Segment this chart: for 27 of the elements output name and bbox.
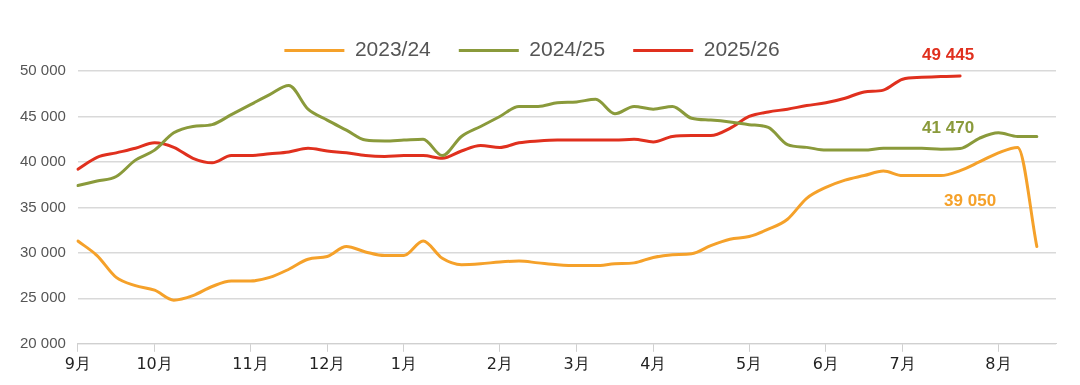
- y-tick-label: 45 000: [19, 106, 66, 124]
- y-tick-label: 25 000: [19, 288, 66, 306]
- legend-label: 2025/26: [703, 37, 780, 61]
- x-tick-label: 3月: [563, 353, 590, 373]
- x-tick-label: 12月: [309, 353, 346, 373]
- annotation: 49 445: [922, 45, 975, 65]
- y-tick-label: 50 000: [19, 61, 66, 79]
- y-tick-label: 40 000: [19, 152, 66, 170]
- legend-label: 2024/25: [529, 37, 606, 61]
- x-tick-label: 9月: [64, 353, 91, 373]
- line-series: [76, 84, 1039, 188]
- x-tick-label: 11月: [232, 353, 269, 373]
- x-tick-label: 6月: [812, 353, 839, 373]
- x-tick-label: 4月: [640, 353, 667, 373]
- x-tick-label: 2月: [486, 353, 513, 373]
- y-tick-label: 35 000: [19, 197, 66, 215]
- annotation: 39 050: [944, 190, 997, 210]
- x-tick-label: 5月: [736, 353, 763, 373]
- y-tick-label: 30 000: [19, 243, 66, 261]
- legend-label: 2023/24: [354, 37, 432, 61]
- x-tick-label: 10月: [136, 353, 173, 373]
- annotation: 41 470: [922, 117, 975, 137]
- y-tick-label: 20 000: [19, 333, 66, 351]
- x-tick-label: 8月: [985, 353, 1012, 373]
- x-tick-label: 1月: [390, 353, 418, 373]
- line-series: [76, 145, 1039, 302]
- x-tick-label: 7月: [889, 353, 916, 373]
